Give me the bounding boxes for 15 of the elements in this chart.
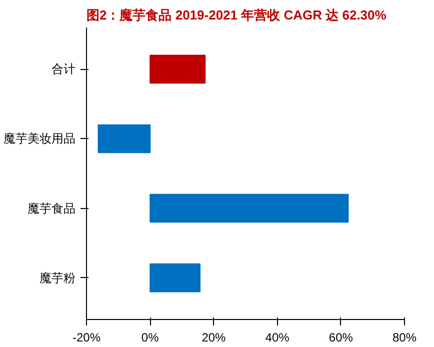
bar: [150, 54, 206, 84]
x-tick-label: 80%: [392, 330, 417, 344]
y-tick-label: 魔芋粉: [40, 270, 76, 285]
x-tick-label: 40%: [265, 330, 290, 344]
bar: [150, 263, 201, 292]
bar: [98, 124, 151, 154]
x-tick-label: 60%: [328, 330, 354, 344]
chart-title: 图2：魔芋食品 2019-2021 年营收 CAGR 达 62.30%: [86, 8, 387, 22]
y-tick-label: 魔芋食品: [28, 201, 76, 216]
y-tick-label: 魔芋美妆用品: [4, 132, 76, 146]
x-tick-label: -20%: [72, 330, 101, 344]
bar: [150, 194, 349, 223]
x-tick-label: 20%: [202, 330, 226, 344]
x-tick-label: 0%: [141, 330, 160, 344]
y-tick-label: 合计: [52, 62, 76, 76]
